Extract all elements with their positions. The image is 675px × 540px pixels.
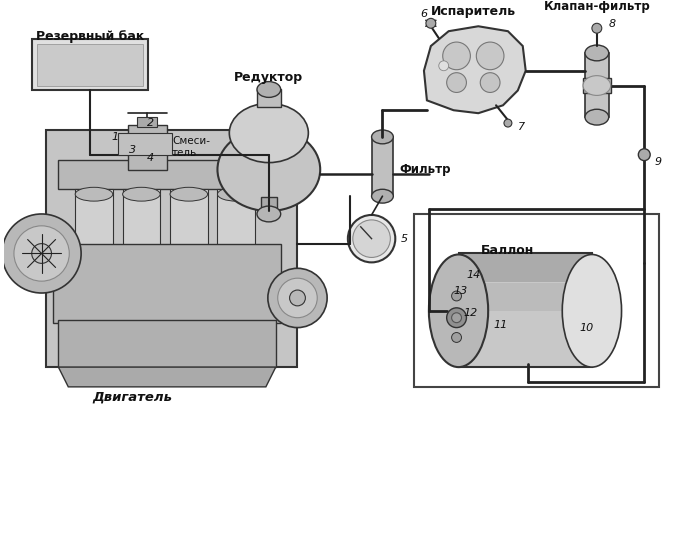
Ellipse shape (217, 187, 255, 201)
Ellipse shape (257, 82, 281, 97)
Ellipse shape (217, 128, 320, 211)
Text: 7: 7 (518, 122, 525, 132)
Bar (45, 130, 298, 367)
Text: 3: 3 (129, 145, 136, 155)
Polygon shape (424, 26, 526, 113)
Bar (59, 160, 256, 190)
Bar (261, 197, 277, 211)
Bar (53, 244, 281, 322)
Text: 14: 14 (466, 270, 481, 280)
Bar (138, 117, 157, 127)
Text: 10: 10 (580, 322, 594, 333)
Circle shape (504, 119, 512, 127)
Circle shape (32, 244, 51, 264)
Bar (414, 214, 659, 387)
Circle shape (447, 308, 466, 328)
Bar (59, 320, 276, 367)
Text: Резервный бак: Резервный бак (36, 30, 144, 43)
Text: 1: 1 (111, 132, 118, 142)
Text: 13: 13 (454, 286, 468, 296)
Circle shape (290, 290, 305, 306)
Text: Баллон: Баллон (481, 244, 535, 257)
Ellipse shape (562, 254, 622, 367)
Bar (36, 44, 143, 85)
Circle shape (2, 214, 81, 293)
Text: 8: 8 (609, 19, 616, 29)
Circle shape (452, 291, 462, 301)
Bar (32, 39, 148, 91)
Text: Фильтр: Фильтр (399, 163, 451, 176)
Ellipse shape (585, 45, 609, 61)
Ellipse shape (230, 103, 308, 163)
Bar (128, 125, 167, 170)
Circle shape (348, 215, 396, 262)
Circle shape (447, 73, 466, 92)
Text: Двигатель: Двигатель (92, 390, 173, 403)
Text: 6: 6 (421, 9, 427, 19)
Text: Редуктор: Редуктор (234, 71, 303, 84)
Text: 12: 12 (463, 308, 477, 318)
Circle shape (426, 18, 436, 28)
Text: Испаритель: Испаритель (431, 5, 516, 18)
Circle shape (639, 148, 650, 160)
Text: 9: 9 (654, 157, 661, 167)
Bar (123, 190, 160, 248)
Text: 5: 5 (401, 234, 408, 244)
Circle shape (443, 42, 470, 70)
Bar (458, 283, 592, 311)
Bar (458, 254, 592, 282)
Bar (257, 90, 281, 107)
Text: 4: 4 (146, 153, 154, 163)
Polygon shape (59, 367, 276, 387)
Text: 11: 11 (494, 320, 508, 329)
Text: Клапан-фильтр: Клапан-фильтр (543, 0, 650, 13)
Bar (75, 190, 113, 248)
Bar (217, 190, 255, 248)
Ellipse shape (585, 109, 609, 125)
Circle shape (268, 268, 327, 328)
Circle shape (439, 61, 449, 71)
Text: Смеси-
тель: Смеси- тель (172, 136, 210, 158)
Bar (458, 253, 592, 367)
Ellipse shape (257, 206, 281, 222)
Bar (585, 53, 609, 117)
Bar (117, 133, 172, 154)
Ellipse shape (123, 187, 160, 201)
Circle shape (452, 313, 462, 322)
Circle shape (592, 23, 602, 33)
Circle shape (480, 73, 500, 92)
Circle shape (14, 226, 70, 281)
Bar (371, 137, 394, 196)
Circle shape (477, 42, 504, 70)
Bar (583, 78, 611, 93)
Ellipse shape (429, 254, 488, 367)
Ellipse shape (583, 76, 611, 96)
Circle shape (353, 220, 390, 258)
Ellipse shape (75, 187, 113, 201)
Circle shape (452, 333, 462, 342)
Ellipse shape (170, 187, 208, 201)
Ellipse shape (371, 190, 394, 203)
Bar (170, 190, 208, 248)
Text: 2: 2 (146, 118, 154, 128)
Circle shape (277, 278, 317, 318)
Ellipse shape (371, 130, 394, 144)
